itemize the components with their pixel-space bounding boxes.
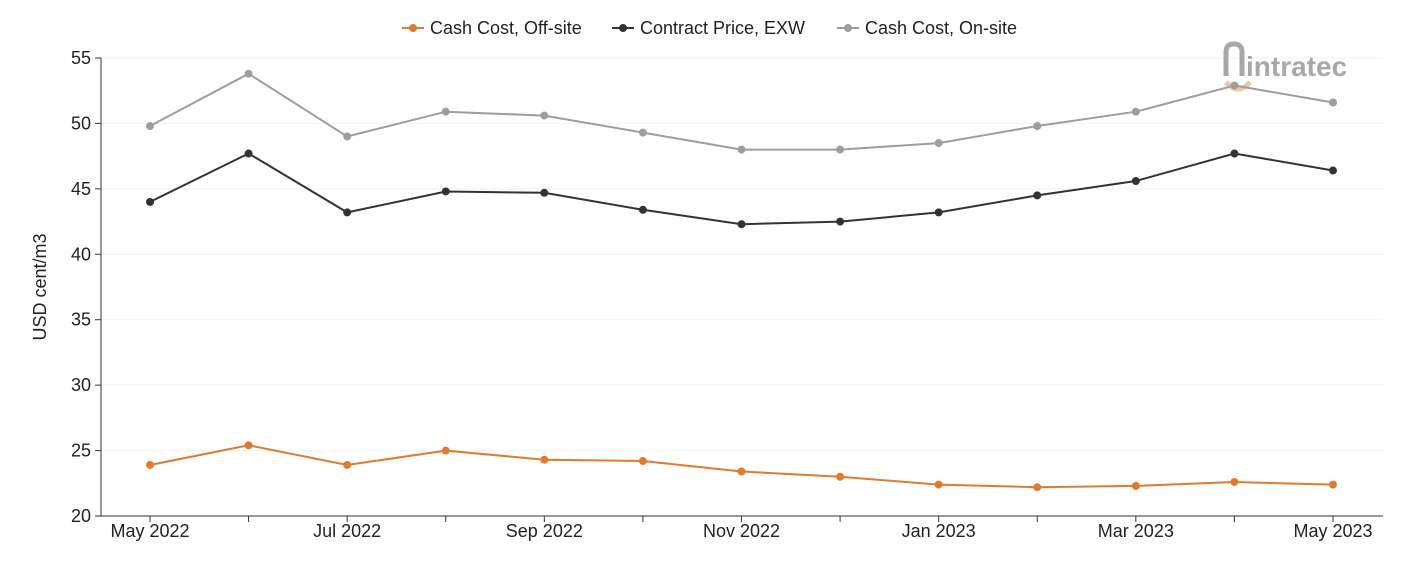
x-tick-label: Jul 2022 — [313, 521, 381, 541]
data-point[interactable] — [836, 472, 845, 481]
data-point[interactable] — [836, 145, 845, 154]
data-point[interactable] — [638, 128, 647, 137]
data-point[interactable] — [146, 197, 154, 206]
y-axis-title: USD cent/m3 — [30, 233, 50, 340]
series-layer — [146, 69, 1337, 492]
legend-swatch-marker — [844, 24, 852, 32]
series-line — [149, 444, 1334, 489]
y-tick-label: 35 — [71, 310, 91, 330]
data-point[interactable] — [1230, 81, 1239, 90]
data-point[interactable] — [343, 208, 352, 217]
data-point[interactable] — [934, 208, 943, 217]
data-point[interactable] — [1131, 107, 1140, 116]
data-point[interactable] — [441, 187, 450, 196]
x-tick-label: May 2023 — [1293, 521, 1372, 541]
data-point[interactable] — [146, 460, 154, 469]
y-tick-label: 25 — [71, 441, 91, 461]
legend-item-0[interactable]: Cash Cost, Off-site — [402, 18, 582, 38]
data-point[interactable] — [540, 455, 549, 464]
data-point[interactable] — [1230, 149, 1239, 158]
data-point[interactable] — [1033, 483, 1042, 492]
y-tick-label: 40 — [71, 244, 91, 264]
data-point[interactable] — [540, 111, 549, 120]
data-point[interactable] — [1329, 98, 1337, 107]
data-point[interactable] — [244, 149, 253, 158]
data-point[interactable] — [1033, 191, 1042, 200]
data-point[interactable] — [1230, 477, 1239, 486]
legend-item-1[interactable]: Contract Price, EXW — [612, 18, 805, 38]
y-tick-label: 20 — [71, 506, 91, 526]
x-ticks: May 2022 Jul 2022 Sep 2022 Nov 2022 Jan 2023… — [110, 516, 1373, 541]
data-point[interactable] — [638, 205, 647, 214]
y-tick-label: 55 — [71, 48, 91, 68]
series-line — [149, 72, 1334, 151]
data-point[interactable] — [934, 139, 943, 148]
x-tick-label: May 2022 — [110, 521, 189, 541]
data-point[interactable] — [146, 122, 154, 131]
legend-label: Cash Cost, Off-site — [430, 18, 582, 38]
data-point[interactable] — [836, 217, 845, 226]
gridlines — [101, 57, 1383, 452]
legend: Cash Cost, Off-site Contract Price, EXW Ca… — [402, 18, 1017, 38]
y-tick-label: 30 — [71, 375, 91, 395]
y-tick-label: 45 — [71, 179, 91, 199]
data-point[interactable] — [343, 132, 352, 141]
data-point[interactable] — [638, 457, 647, 466]
data-point[interactable] — [343, 460, 352, 469]
data-point[interactable] — [244, 441, 253, 450]
x-tick-label: Mar 2023 — [1098, 521, 1174, 541]
intratec-logo-icon — [1223, 41, 1252, 92]
data-point[interactable] — [244, 69, 253, 78]
data-point[interactable] — [737, 467, 746, 476]
series-2 — [146, 69, 1337, 154]
data-point[interactable] — [737, 145, 746, 154]
series-1 — [146, 149, 1337, 229]
legend-label: Contract Price, EXW — [640, 18, 805, 38]
data-point[interactable] — [1329, 480, 1337, 489]
intratec-logo: intratec — [1223, 41, 1347, 92]
x-tick-label: Sep 2022 — [506, 521, 583, 541]
data-point[interactable] — [1131, 177, 1140, 186]
data-point[interactable] — [1033, 122, 1042, 131]
axes — [100, 58, 1383, 517]
legend-label: Cash Cost, On-site — [865, 18, 1017, 38]
data-point[interactable] — [540, 188, 549, 197]
logo-text: intratec — [1246, 51, 1347, 82]
data-point[interactable] — [441, 446, 450, 455]
y-ticks: 20 25 30 35 40 45 50 55 — [71, 48, 101, 526]
data-point[interactable] — [934, 480, 943, 489]
legend-swatch-marker — [409, 24, 417, 32]
data-point[interactable] — [441, 107, 450, 116]
series-0 — [146, 441, 1337, 492]
x-tick-label: Jan 2023 — [902, 521, 976, 541]
x-tick-label: Nov 2022 — [703, 521, 780, 541]
data-point[interactable] — [1329, 166, 1337, 175]
y-tick-label: 50 — [71, 113, 91, 133]
data-point[interactable] — [737, 220, 746, 229]
legend-item-2[interactable]: Cash Cost, On-site — [837, 18, 1017, 38]
data-point[interactable] — [1131, 481, 1140, 490]
legend-swatch-marker — [619, 24, 627, 32]
